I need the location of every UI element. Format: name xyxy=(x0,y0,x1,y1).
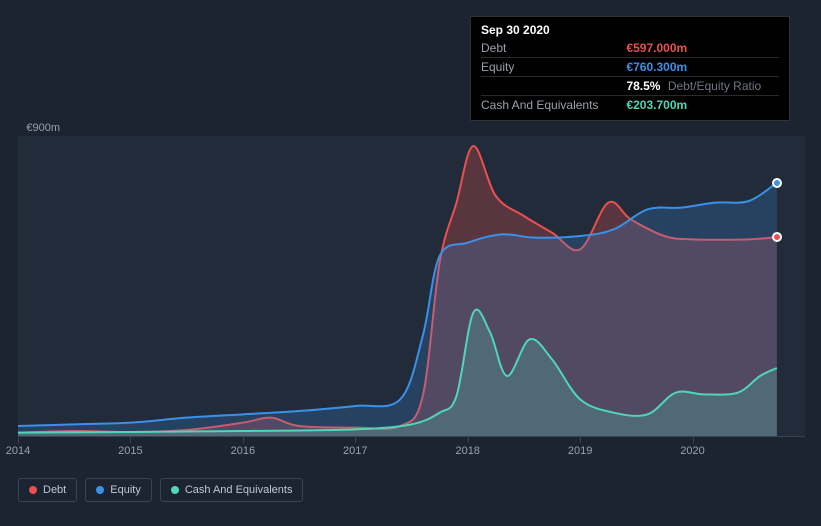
legend-item-cash-and-equivalents[interactable]: Cash And Equivalents xyxy=(160,478,304,502)
legend-item-debt[interactable]: Debt xyxy=(18,478,77,502)
x-tick-2016: 2016 xyxy=(243,437,244,443)
x-tick-2017: 2017 xyxy=(355,437,356,443)
legend-label: Cash And Equivalents xyxy=(185,484,293,496)
x-tick-2014: 2014 xyxy=(18,437,19,443)
x-tick-2018: 2018 xyxy=(468,437,469,443)
y-tick-max: €900m xyxy=(0,122,60,134)
end-marker-equity xyxy=(772,178,782,188)
chart-svg xyxy=(18,136,805,436)
legend-dot-icon xyxy=(171,486,179,494)
x-tick-2015: 2015 xyxy=(130,437,131,443)
chart-legend: Debt Equity Cash And Equivalents xyxy=(18,478,303,502)
tooltip-row: Equity€760.300m xyxy=(481,58,779,77)
x-tick-2020: 2020 xyxy=(693,437,694,443)
legend-label: Debt xyxy=(43,484,66,496)
tooltip-row: 78.5% Debt/Equity Ratio xyxy=(481,77,779,96)
legend-label: Equity xyxy=(110,484,141,496)
tooltip-row: Cash And Equivalents€203.700m xyxy=(481,96,779,115)
chart-tooltip: Sep 30 2020 Debt€597.000mEquity€760.300m… xyxy=(470,16,790,121)
series-fill-equity xyxy=(18,183,777,436)
x-tick-2019: 2019 xyxy=(580,437,581,443)
chart-plot-area[interactable] xyxy=(18,136,805,436)
legend-dot-icon xyxy=(96,486,104,494)
tooltip-row: Debt€597.000m xyxy=(481,39,779,58)
x-axis: 2014 2015 2016 2017 2018 2019 2020 xyxy=(18,436,805,476)
legend-dot-icon xyxy=(29,486,37,494)
legend-item-equity[interactable]: Equity xyxy=(85,478,152,502)
tooltip-date: Sep 30 2020 xyxy=(481,23,779,39)
end-marker-debt xyxy=(772,232,782,242)
